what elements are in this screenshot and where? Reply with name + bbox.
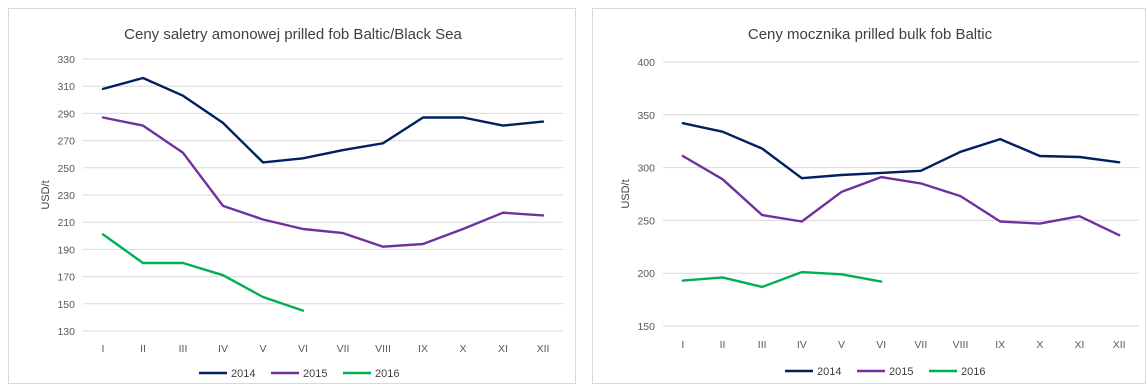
x-tick-label: IX <box>418 343 428 355</box>
series-line-2016 <box>681 270 883 289</box>
x-tick-label: V <box>838 339 845 351</box>
x-tick-label: V <box>259 343 266 355</box>
x-tick-label: IV <box>218 343 228 355</box>
x-tick-label: II <box>720 339 726 351</box>
y-tick-label: 330 <box>57 54 75 66</box>
series-line-2014 <box>101 76 545 164</box>
y-tick-label: 230 <box>57 190 75 202</box>
y-tick-label: 270 <box>57 136 75 148</box>
y-tick-label: 250 <box>57 163 75 175</box>
legend-label-2015: 2015 <box>303 368 327 380</box>
y-tick-label: 300 <box>637 163 655 175</box>
gridlines <box>83 58 563 332</box>
y-tick-label: 130 <box>57 326 75 338</box>
series-line-2015 <box>681 154 1121 237</box>
x-tick-label: VII <box>337 343 350 355</box>
legend-label-2014: 2014 <box>231 368 255 380</box>
y-tick-label: 170 <box>57 272 75 284</box>
x-tick-label: X <box>1036 339 1043 351</box>
x-tick-label: VII <box>914 339 927 351</box>
x-tick-label: III <box>179 343 188 355</box>
y-tick-label: 210 <box>57 217 75 229</box>
chart-urea: Ceny mocznika prilled bulk fob Baltic 150… <box>620 26 1139 378</box>
legend-label-2016: 2016 <box>375 368 399 380</box>
x-tick-label: II <box>140 343 146 355</box>
y-tick-label: 200 <box>637 268 655 280</box>
y-tick-label: 350 <box>637 110 655 122</box>
gridlines <box>663 61 1139 327</box>
series-line-2016 <box>101 233 305 312</box>
chart-title: Ceny saletry amonowej prilled fob Baltic… <box>124 26 462 43</box>
y-tick-label: 150 <box>637 321 655 333</box>
y-axis-label: USD/t <box>620 179 632 208</box>
x-tick-label: VI <box>298 343 308 355</box>
x-tick-label: VIII <box>375 343 391 355</box>
y-tick-label: 150 <box>57 299 75 311</box>
x-tick-label: XI <box>498 343 508 355</box>
y-axis-label: USD/t <box>40 180 52 209</box>
x-tick-label: III <box>758 339 767 351</box>
x-tick-label: IV <box>797 339 807 351</box>
y-tick-label: 400 <box>637 57 655 69</box>
y-tick-label: 310 <box>57 81 75 93</box>
y-tick-label: 250 <box>637 215 655 227</box>
chart-ammonium-nitrate: Ceny saletry amonowej prilled fob Baltic… <box>40 26 563 380</box>
x-tick-label: IX <box>995 339 1005 351</box>
y-tick-label: 190 <box>57 244 75 256</box>
chart-panel-ammonium-nitrate: Ceny saletry amonowej prilled fob Baltic… <box>8 8 576 384</box>
x-tick-label: I <box>681 339 684 351</box>
x-tick-label: VIII <box>953 339 969 351</box>
x-tick-label: XI <box>1075 339 1085 351</box>
chart-title: Ceny mocznika prilled bulk fob Baltic <box>748 26 993 43</box>
legend: 2014 2015 2016 <box>785 366 985 378</box>
legend-label-2016: 2016 <box>961 366 985 378</box>
x-tick-label: XII <box>1113 339 1126 351</box>
x-tick-label: VI <box>876 339 886 351</box>
legend-label-2015: 2015 <box>889 366 913 378</box>
x-tick-label: XII <box>537 343 550 355</box>
x-tick-label: I <box>102 343 105 355</box>
legend: 2014 2015 2016 <box>199 368 399 380</box>
series-line-2015 <box>101 116 545 248</box>
series-line-2014 <box>681 121 1121 180</box>
x-tick-label: X <box>459 343 466 355</box>
legend-label-2014: 2014 <box>817 366 841 378</box>
y-tick-label: 290 <box>57 108 75 120</box>
chart-panel-urea: Ceny mocznika prilled bulk fob Baltic 150… <box>592 8 1146 384</box>
